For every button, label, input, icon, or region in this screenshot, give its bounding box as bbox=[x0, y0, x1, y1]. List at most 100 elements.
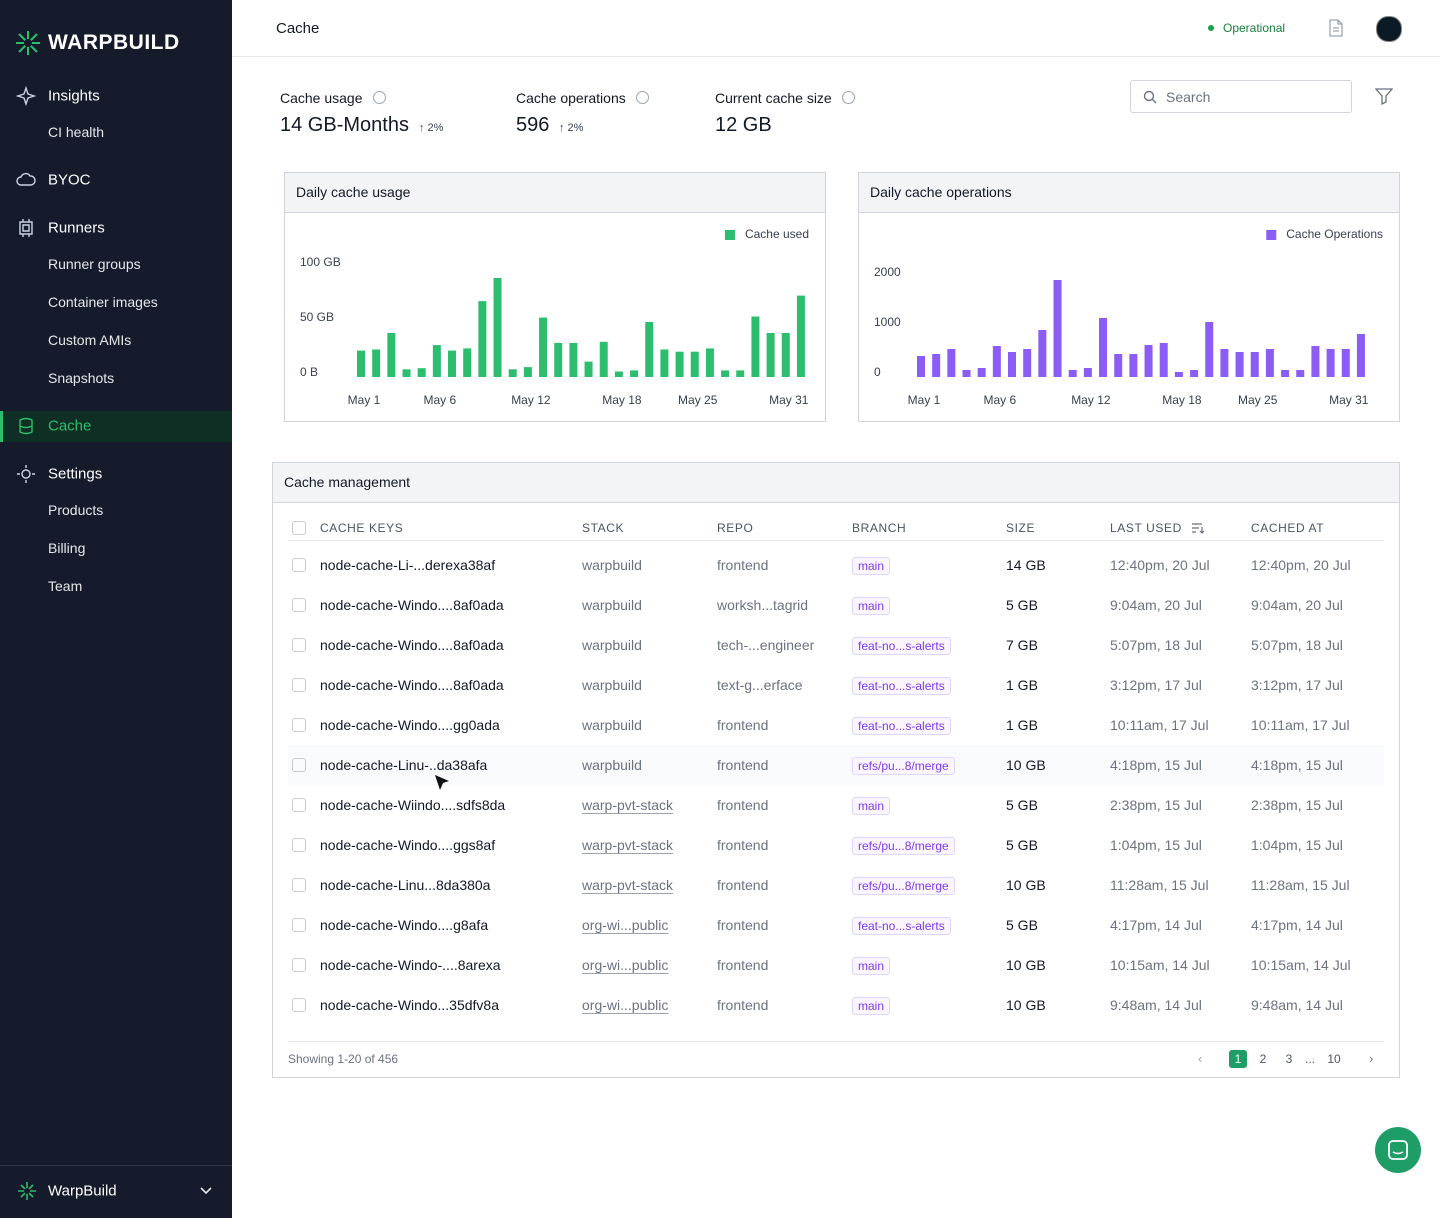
nav-item[interactable]: Settings bbox=[48, 466, 102, 483]
workspace[interactable]: WarpBuild bbox=[48, 1183, 117, 1200]
bar bbox=[645, 322, 653, 377]
branch-cell: main bbox=[852, 557, 890, 573]
repo: frontend bbox=[717, 837, 768, 853]
stack[interactable]: org-wi...public bbox=[582, 997, 668, 1013]
chart: 010002000May 1May 6May 12May 18May 25May… bbox=[859, 173, 1399, 421]
bar bbox=[615, 372, 623, 378]
page-link[interactable]: 10 bbox=[1325, 1050, 1343, 1068]
checkbox[interactable] bbox=[292, 521, 306, 535]
checkbox[interactable] bbox=[292, 558, 306, 572]
stack: warpbuild bbox=[582, 717, 642, 733]
bar bbox=[1084, 368, 1092, 377]
bar bbox=[357, 351, 365, 377]
legend-swatch bbox=[1266, 230, 1276, 240]
nav-item[interactable]: Runner groups bbox=[48, 256, 141, 272]
cached-at: 11:28am, 15 Jul bbox=[1251, 877, 1350, 893]
nav-item[interactable]: Team bbox=[48, 578, 82, 594]
stack[interactable]: warp-pvt-stack bbox=[582, 797, 673, 813]
page-link[interactable]: 2 bbox=[1254, 1050, 1272, 1068]
bar bbox=[509, 369, 517, 377]
stat-change: ↑2% bbox=[419, 122, 443, 134]
nav-item[interactable]: Insights bbox=[48, 88, 100, 105]
branch-badge: main bbox=[852, 957, 890, 975]
branch-cell: refs/pu...8/merge bbox=[852, 757, 955, 773]
repo: frontend bbox=[717, 997, 768, 1013]
filter-icon[interactable] bbox=[1375, 87, 1393, 105]
checkbox[interactable] bbox=[292, 798, 306, 812]
avatar[interactable] bbox=[1376, 16, 1402, 42]
nav-item[interactable]: BYOC bbox=[48, 172, 91, 189]
x-tick-label: May 31 bbox=[769, 393, 809, 407]
page-link[interactable]: 1 bbox=[1229, 1050, 1247, 1068]
checkbox[interactable] bbox=[292, 758, 306, 772]
nav-item[interactable]: Custom AMIs bbox=[48, 332, 131, 348]
nav-item[interactable]: Products bbox=[48, 502, 103, 518]
branch-cell: feat-no...s-alerts bbox=[852, 917, 951, 933]
page-link[interactable]: ... bbox=[1301, 1050, 1319, 1068]
checkbox[interactable] bbox=[292, 678, 306, 692]
nav-item[interactable]: Runners bbox=[48, 220, 105, 237]
size: 5 GB bbox=[1006, 797, 1038, 813]
page-link[interactable]: 3 bbox=[1280, 1050, 1298, 1068]
size: 14 GB bbox=[1006, 557, 1046, 573]
branch-cell: main bbox=[852, 597, 890, 613]
branch-cell: feat-no...s-alerts bbox=[852, 717, 951, 733]
nav-item[interactable]: CI health bbox=[48, 124, 104, 140]
column-header: CACHED AT bbox=[1251, 521, 1324, 535]
stack[interactable]: org-wi...public bbox=[582, 957, 668, 973]
bar bbox=[1145, 345, 1153, 377]
repo: worksh...tagrid bbox=[717, 597, 808, 613]
branch-badge: feat-no...s-alerts bbox=[852, 677, 951, 695]
cache-key: node-cache-Windo....gg0ada bbox=[320, 717, 500, 733]
nav-item[interactable]: Container images bbox=[48, 294, 158, 310]
bar bbox=[1069, 370, 1077, 377]
icon-path bbox=[20, 219, 32, 237]
icon-path bbox=[18, 88, 34, 104]
checkbox[interactable] bbox=[292, 958, 306, 972]
checkbox[interactable] bbox=[292, 718, 306, 732]
checkbox[interactable] bbox=[292, 878, 306, 892]
branch-badge: feat-no...s-alerts bbox=[852, 917, 951, 935]
cache-key: node-cache-Li-...derexa38af bbox=[320, 557, 495, 573]
search-box[interactable]: Search bbox=[1130, 80, 1352, 113]
stat-value: 12 GB bbox=[715, 114, 772, 137]
stack: warpbuild bbox=[582, 757, 642, 773]
nav-item[interactable]: Cache bbox=[48, 418, 91, 435]
checkbox[interactable] bbox=[292, 918, 306, 932]
last-used: 4:17pm, 14 Jul bbox=[1110, 917, 1202, 933]
checkbox[interactable] bbox=[292, 598, 306, 612]
repo: frontend bbox=[717, 797, 768, 813]
size: 10 GB bbox=[1006, 877, 1046, 893]
bar bbox=[1008, 352, 1016, 377]
checkbox[interactable] bbox=[292, 638, 306, 652]
docs-icon[interactable] bbox=[1327, 19, 1345, 37]
cache-key: node-cache-Linu-..da38afa bbox=[320, 757, 487, 773]
bar bbox=[1342, 349, 1350, 377]
cached-at: 9:04am, 20 Jul bbox=[1251, 597, 1343, 613]
branch-badge: main bbox=[852, 557, 890, 575]
bar bbox=[1236, 352, 1244, 377]
checkbox[interactable] bbox=[292, 838, 306, 852]
stack: warpbuild bbox=[582, 557, 642, 573]
bar bbox=[963, 370, 971, 377]
checkbox[interactable] bbox=[292, 998, 306, 1012]
size: 1 GB bbox=[1006, 677, 1038, 693]
change-value: 2% bbox=[428, 122, 444, 134]
bar bbox=[1054, 280, 1062, 377]
stat-label: Cache usage bbox=[280, 90, 363, 106]
nav-item[interactable]: Billing bbox=[48, 540, 85, 556]
branch-cell: refs/pu...8/merge bbox=[852, 837, 955, 853]
bar bbox=[630, 370, 638, 377]
stack[interactable]: org-wi...public bbox=[582, 917, 668, 933]
bar bbox=[1190, 370, 1198, 377]
cached-at: 5:07pm, 18 Jul bbox=[1251, 637, 1343, 653]
chevron[interactable] bbox=[199, 1185, 213, 1197]
status[interactable]: Operational bbox=[1223, 21, 1285, 35]
chat-button[interactable] bbox=[1375, 1127, 1421, 1173]
bar bbox=[721, 370, 729, 377]
stack[interactable]: warp-pvt-stack bbox=[582, 837, 673, 853]
stat-value: 14 GB-Months bbox=[280, 114, 409, 137]
stack[interactable]: warp-pvt-stack bbox=[582, 877, 673, 893]
last-used: 9:04am, 20 Jul bbox=[1110, 597, 1202, 613]
nav-item[interactable]: Snapshots bbox=[48, 370, 114, 386]
